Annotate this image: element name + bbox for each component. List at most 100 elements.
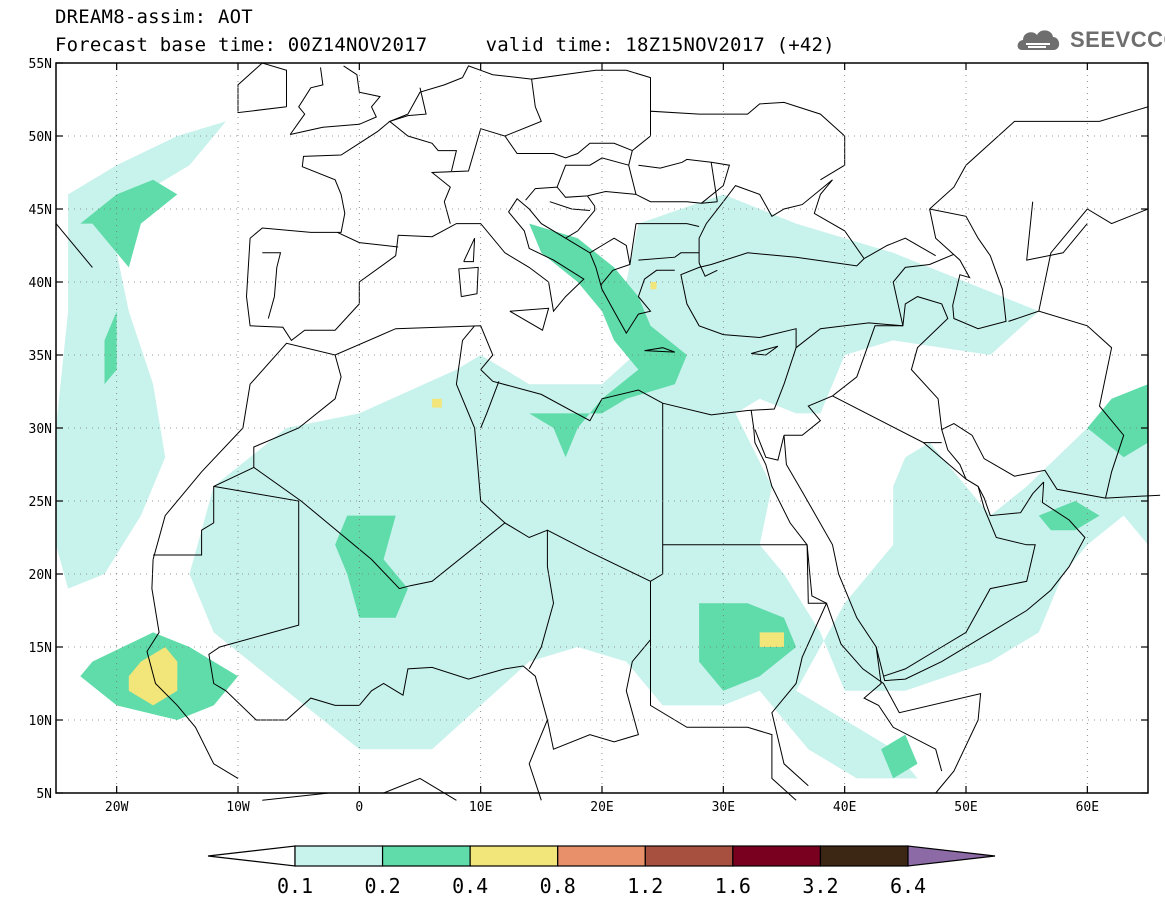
lat-tick-label: 35N <box>29 349 52 364</box>
map-line-28 <box>650 403 664 582</box>
lat-tick-label: 20N <box>29 568 52 583</box>
lat-tick-label: 40N <box>29 276 52 291</box>
aot-region-1-0 <box>80 179 178 268</box>
colorbar-high-arrow <box>907 845 996 867</box>
map-line-17 <box>463 237 476 263</box>
aot-region-1-1 <box>104 311 117 385</box>
coastlines-borders <box>55 62 1161 801</box>
map-line-50 <box>636 223 700 227</box>
aot-region-1-3 <box>335 515 408 618</box>
colorbar-cell <box>469 845 559 867</box>
aot-region-1-7 <box>1087 384 1148 458</box>
map-line-40 <box>1008 310 1125 499</box>
colorbar-cell <box>294 845 384 867</box>
colorbar-label: 3.2 <box>802 874 838 898</box>
map-line-36 <box>883 486 1036 677</box>
lat-tick-label: 45N <box>29 203 52 218</box>
map-line-31 <box>771 544 828 787</box>
map-line-33 <box>784 296 949 436</box>
aot-region-1-6 <box>881 734 918 779</box>
lon-tick-label: 50E <box>954 800 977 815</box>
map-line-58 <box>462 65 532 80</box>
map-line-54 <box>549 201 590 211</box>
map-line-39 <box>863 237 936 260</box>
aot-region-2-2 <box>432 398 442 408</box>
colorbar-cell <box>819 845 909 867</box>
chart-title: DREAM8-assim: AOT <box>55 6 253 28</box>
colorbar-cell <box>381 845 471 867</box>
lat-tick-label: 5N <box>36 787 52 802</box>
map-line-43 <box>929 106 1149 210</box>
lat-tick-label: 30N <box>29 422 52 437</box>
map-line-48 <box>556 157 629 188</box>
colorbar-cell <box>732 845 822 867</box>
map-line-25 <box>455 325 506 524</box>
lon-tick-label: 10W <box>226 800 250 815</box>
map-line-6 <box>237 62 287 114</box>
lon-tick-label: 10E <box>469 800 492 815</box>
aot-region-1-5 <box>699 603 797 691</box>
map-line-1 <box>146 559 239 779</box>
colorbar-label: 0.8 <box>540 874 576 898</box>
map-line-12 <box>941 423 1161 517</box>
map-line-44 <box>430 101 846 224</box>
map-line-2 <box>245 198 675 342</box>
map-line-57 <box>388 87 458 172</box>
lon-tick-label: 20W <box>105 800 129 815</box>
map-line-27 <box>546 529 651 750</box>
grid-lines <box>56 63 1148 793</box>
colorbar-label: 0.2 <box>365 874 401 898</box>
map-line-42 <box>1026 201 1088 261</box>
colorbar-label: 1.2 <box>627 874 663 898</box>
colorbar-label: 0.4 <box>452 874 488 898</box>
lon-tick-label: 0 <box>355 800 363 815</box>
aot-fields <box>56 121 1148 779</box>
lat-tick-label: 25N <box>29 495 52 510</box>
map-line-5 <box>289 67 324 135</box>
colorbar-label: 0.1 <box>277 874 313 898</box>
map-line-23 <box>208 485 548 801</box>
map-line-10 <box>754 429 785 461</box>
map-line-60 <box>710 162 718 202</box>
lon-tick-label: 40E <box>833 800 856 815</box>
logo-text: SEEVCCC <box>1070 27 1165 52</box>
map-line-14 <box>644 347 675 353</box>
map-line-15 <box>751 345 779 356</box>
map-line-8 <box>929 208 1007 330</box>
colorbar-label: 1.6 <box>715 874 751 898</box>
lon-tick-label: 20E <box>590 800 613 815</box>
lat-tick-label: 10N <box>29 714 52 729</box>
map-line-21 <box>262 792 330 801</box>
chart-subtitle: Forecast base time: 00Z14NOV2017 valid t… <box>55 34 835 56</box>
cloud-icon <box>1017 30 1060 50</box>
map-line-30 <box>650 639 797 801</box>
aot-region-1-8 <box>1038 501 1100 531</box>
map-line-53 <box>565 195 596 239</box>
map-line-4 <box>290 65 381 135</box>
lat-tick-label: 55N <box>29 57 52 72</box>
map-line-47 <box>525 186 637 201</box>
map-line-56 <box>262 252 282 319</box>
aot-region-0-1 <box>189 194 1148 779</box>
map-line-52 <box>589 237 631 265</box>
map-line-45 <box>504 69 651 137</box>
aot-region-2-1 <box>759 632 784 647</box>
map-line-3 <box>249 77 463 239</box>
aot-region-1-4 <box>529 223 687 458</box>
colorbar-cell <box>557 845 646 867</box>
map-line-37 <box>795 322 903 349</box>
map-line-16 <box>458 266 479 298</box>
map-line-26 <box>480 381 500 429</box>
map-line-18 <box>509 307 550 331</box>
map-line-32 <box>863 646 943 772</box>
lon-tick-label: 60E <box>1076 800 1099 815</box>
map-line-7 <box>698 179 865 263</box>
colorbar-low-arrow <box>207 845 296 867</box>
map-line-19 <box>55 223 93 268</box>
map-line-13 <box>698 262 718 277</box>
map-line-11 <box>783 435 1086 682</box>
lat-tick-label: 15N <box>29 641 52 656</box>
map-line-38 <box>892 253 955 326</box>
